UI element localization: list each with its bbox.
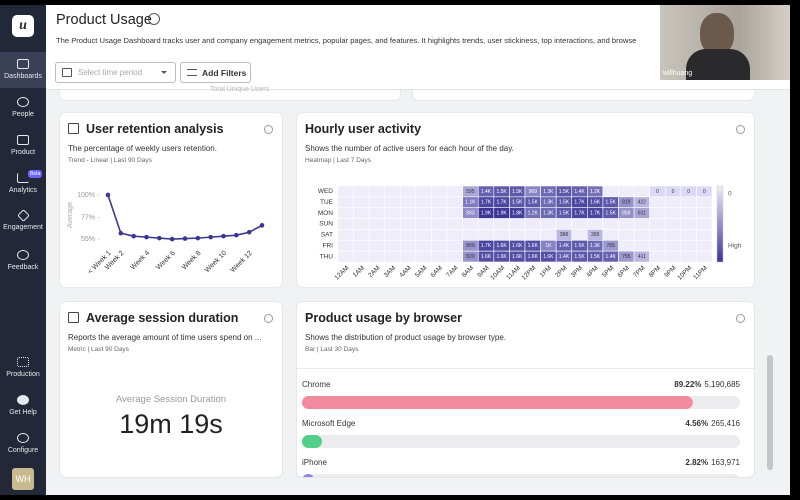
- nav-label: Production: [6, 371, 40, 378]
- filter-icon: [187, 69, 197, 76]
- card-meta: Trend - Linear | Last 90 Days: [68, 157, 152, 164]
- calendar-icon: [62, 68, 72, 77]
- logo[interactable]: u: [12, 15, 34, 37]
- nav-label: Get Help: [9, 409, 37, 416]
- card-title: Hourly user activity: [305, 122, 422, 136]
- divider: [297, 368, 754, 369]
- history-icon[interactable]: [736, 314, 745, 323]
- nav-item[interactable]: Product: [0, 135, 46, 156]
- video-person: [700, 13, 734, 55]
- card-icon: [68, 312, 79, 323]
- nav-item[interactable]: Analytics: [0, 173, 46, 194]
- video-name: willhuang: [663, 70, 693, 77]
- metric-value: 19m 19s: [119, 409, 223, 439]
- nav-item[interactable]: Feedback: [0, 250, 46, 271]
- card-meta: Metric | Last 90 Days: [68, 346, 129, 353]
- card-title: Product usage by browser: [305, 311, 462, 325]
- card-description: Shows the number of active users for eac…: [305, 144, 514, 153]
- metric-label: Average Session Duration: [115, 394, 227, 405]
- card-icon: [68, 123, 79, 134]
- date-placeholder: Select time period: [78, 68, 143, 77]
- card-description: Shows the distribution of product usage …: [305, 333, 506, 342]
- nav-label: Product: [10, 149, 36, 156]
- beta-badge: Beta: [28, 170, 43, 178]
- nav-label: Feedback: [7, 264, 39, 271]
- card-description: The percentage of weekly users retention…: [68, 144, 217, 153]
- page-description: The Product Usage Dashboard tracks user …: [56, 36, 637, 45]
- card: Average session duration Reports the ave…: [60, 302, 282, 477]
- history-icon[interactable]: [264, 314, 273, 323]
- nav-item[interactable]: People: [0, 97, 46, 118]
- date-picker[interactable]: Select time period: [55, 62, 176, 83]
- nav-item[interactable]: Dashboards: [0, 59, 46, 80]
- nav-label: Configure: [7, 447, 39, 454]
- card-description: Reports the average amount of time users…: [68, 333, 262, 342]
- button-label: Add Filters: [202, 68, 247, 78]
- nav-label: People: [12, 111, 34, 118]
- nav-item[interactable]: Get Help: [0, 395, 46, 416]
- card: Hourly user activity Shows the number of…: [297, 113, 754, 287]
- nav-item[interactable]: Configure: [0, 433, 46, 454]
- nav-label: Analytics: [8, 187, 37, 194]
- video-feed: willhuang: [660, 5, 790, 80]
- page-title: Product Usage: [56, 12, 152, 28]
- help-icon[interactable]: [148, 13, 160, 25]
- card-meta: Bar | Last 30 Days: [305, 346, 359, 353]
- frame-edge: [790, 0, 800, 500]
- card-meta: Heatmap | Last 7 Days: [305, 157, 371, 164]
- nav-item[interactable]: Engagement: [0, 209, 46, 231]
- card-title: User retention analysis: [86, 122, 224, 136]
- video-person: [686, 49, 750, 80]
- card: User retention analysis The percentage o…: [60, 113, 282, 287]
- history-icon[interactable]: [736, 125, 745, 134]
- nav-label: Dashboards: [4, 73, 42, 80]
- sidebar: u Dashboards People Product Analytics Be…: [0, 5, 46, 495]
- add-filters-button[interactable]: Add Filters: [180, 62, 251, 83]
- dropdown-caret: [161, 71, 167, 77]
- nav-active: [0, 52, 46, 88]
- avatar[interactable]: WH: [12, 468, 34, 490]
- history-icon[interactable]: [264, 125, 273, 134]
- partial-card-label: Total Unique Users: [210, 86, 270, 93]
- nav-item[interactable]: Production: [0, 357, 46, 378]
- card-title: Average session duration: [86, 311, 239, 325]
- scrollbar[interactable]: [767, 355, 773, 470]
- card: Product usage by browser Shows the distr…: [297, 302, 754, 477]
- nav-label: Engagement: [3, 224, 43, 231]
